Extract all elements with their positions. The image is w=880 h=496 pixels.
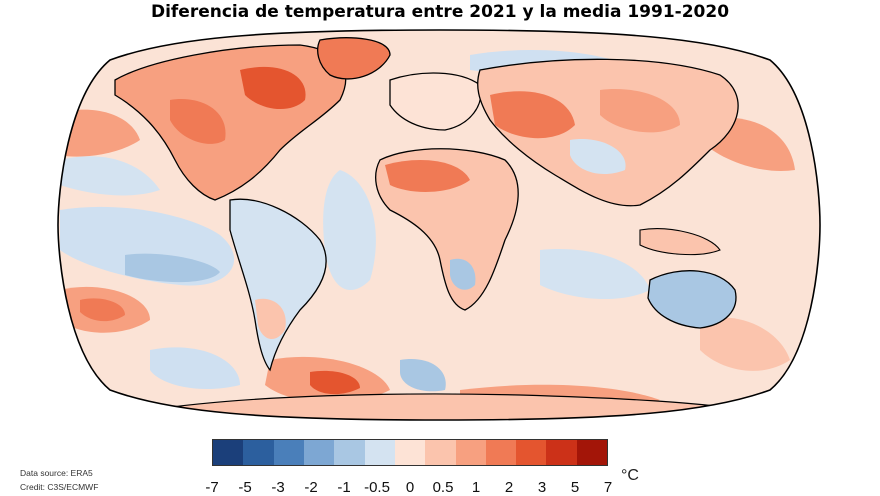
color-scale-swatch — [394, 440, 426, 465]
color-scale-swatch — [303, 440, 335, 465]
cool-anomaly — [323, 170, 376, 290]
warm-anomaly — [170, 99, 226, 144]
maritime-southeast-asia — [639, 228, 721, 256]
color-scale-swatch — [516, 440, 547, 465]
color-scale-swatch — [364, 440, 395, 465]
color-scale-tick-label: 0 — [405, 479, 415, 496]
data-source-label: Data source: ERA5 — [20, 468, 93, 478]
color-scale-swatch — [425, 440, 456, 465]
color-scale-tick-label: -0.5 — [364, 479, 390, 496]
greenland — [317, 37, 391, 80]
color-scale-tick-label: 2 — [504, 479, 514, 496]
unit-label: °C — [621, 467, 639, 484]
cool-anomaly — [450, 258, 476, 290]
color-scale-tick-label: -3 — [271, 479, 285, 496]
color-scale-swatch — [213, 440, 244, 465]
color-scale-swatch — [243, 440, 274, 465]
color-scale-tick-label: 5 — [570, 479, 580, 496]
color-scale-swatch — [334, 440, 365, 465]
color-scale-swatch — [455, 440, 486, 465]
color-scale-bar — [212, 439, 608, 466]
color-scale-tick-label: -7 — [205, 479, 219, 496]
cool-anomaly — [570, 139, 626, 175]
warm-anomaly — [310, 370, 360, 395]
color-scale-swatch — [576, 440, 608, 465]
map-title: Diferencia de temperatura entre 2021 y l… — [150, 2, 730, 22]
color-scale-tick-label: -5 — [238, 479, 252, 496]
australia — [647, 270, 737, 329]
cool-anomaly — [60, 156, 160, 196]
warm-anomaly — [385, 160, 470, 192]
warm-anomaly — [80, 298, 125, 322]
warm-anomaly — [240, 66, 306, 110]
europe — [389, 72, 482, 131]
color-scale-swatch — [546, 440, 577, 465]
cool-anomaly — [540, 249, 650, 300]
credit-label: Credit: C3S/ECMWF — [20, 482, 99, 492]
color-scale-tick-label: 7 — [603, 479, 613, 496]
color-scale-swatch — [485, 440, 517, 465]
warm-anomaly — [490, 91, 575, 139]
color-scale-tick-label: 3 — [537, 479, 547, 496]
cool-anomaly — [125, 253, 220, 283]
cool-anomaly — [150, 347, 240, 390]
color-scale-tick-label: -2 — [304, 479, 318, 496]
color-scale-tick-label: 0.5 — [432, 479, 454, 496]
warm-anomaly — [700, 317, 790, 371]
globe-outline — [57, 29, 821, 421]
cool-anomaly — [400, 359, 446, 392]
warm-anomaly — [600, 89, 680, 133]
color-scale-tick-label: 1 — [471, 479, 481, 496]
color-scale-swatch — [273, 440, 304, 465]
warm-anomaly — [255, 298, 286, 340]
south-america — [229, 198, 327, 372]
color-scale-tick-label: -1 — [337, 479, 351, 496]
